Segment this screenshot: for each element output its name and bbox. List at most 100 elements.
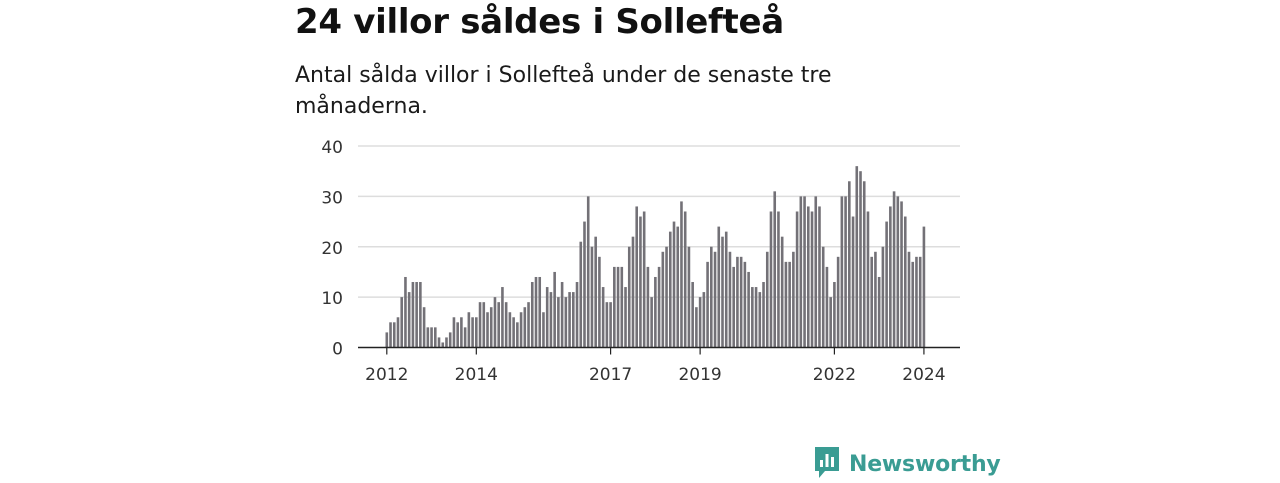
bar	[586, 196, 590, 348]
bar	[456, 322, 459, 348]
bar	[627, 246, 631, 348]
bar	[780, 236, 784, 348]
bar	[874, 251, 877, 348]
bar	[460, 317, 463, 348]
bar	[519, 312, 523, 348]
bar	[672, 221, 676, 348]
bar	[661, 251, 665, 348]
bar	[654, 276, 657, 348]
chart-title: 24 villor såldes i Sollefteå	[295, 2, 784, 42]
bar	[572, 292, 575, 348]
bar	[903, 216, 907, 348]
bar	[508, 312, 512, 348]
bar	[471, 317, 474, 348]
bar	[848, 181, 851, 348]
bar	[642, 211, 646, 348]
newsworthy-brand: Newsworthy	[813, 445, 1001, 483]
bar	[553, 271, 556, 348]
bar	[538, 276, 542, 348]
bar	[516, 322, 519, 348]
bar	[530, 282, 534, 348]
bar	[717, 226, 721, 348]
highlight-value-label: 24	[920, 0, 943, 5]
bar	[411, 282, 415, 348]
bar	[475, 317, 478, 348]
bar	[803, 196, 806, 348]
bar	[467, 312, 471, 348]
bar	[784, 261, 788, 348]
bar	[751, 287, 754, 348]
bar	[497, 302, 500, 348]
bar	[792, 251, 795, 348]
bar	[799, 196, 803, 348]
bars	[385, 166, 926, 348]
bar	[613, 266, 616, 348]
bar	[557, 297, 560, 348]
brand-name: Newsworthy	[849, 451, 1001, 477]
bar	[788, 261, 791, 348]
annotations: 24	[920, 0, 943, 5]
bar	[635, 206, 639, 348]
bar	[665, 246, 668, 348]
bar	[385, 332, 389, 348]
bar	[773, 191, 777, 348]
x-tick-label: 2024	[902, 365, 945, 385]
bar	[818, 206, 821, 348]
bar	[825, 266, 829, 348]
bar	[512, 317, 515, 348]
chart-subtitle: Antal sålda villor i Sollefteå under de …	[295, 63, 832, 119]
bar	[862, 181, 866, 348]
bar	[777, 211, 780, 348]
y-tick-label: 20	[321, 239, 343, 259]
bar	[728, 251, 732, 348]
bar	[836, 256, 840, 348]
bar	[407, 292, 411, 348]
bar	[590, 246, 594, 348]
bar	[478, 302, 482, 348]
bar	[765, 251, 769, 348]
y-tick-label: 40	[321, 138, 343, 158]
bar	[609, 302, 612, 348]
bar	[489, 307, 493, 348]
bar	[392, 322, 396, 348]
bar	[870, 256, 873, 348]
bar	[463, 327, 467, 348]
bar	[747, 271, 750, 348]
bar	[534, 276, 538, 348]
bar	[881, 246, 885, 348]
bar	[419, 282, 422, 348]
bar	[859, 171, 862, 348]
bar	[430, 327, 433, 348]
bar	[829, 297, 832, 348]
bar	[448, 332, 452, 348]
bar	[877, 276, 881, 348]
bar	[911, 261, 915, 348]
x-axis-ticks: 2012 2014 2017 2019 2022 2024	[365, 347, 946, 385]
bar	[844, 196, 847, 348]
bar	[527, 302, 530, 348]
bar	[918, 256, 922, 348]
bar	[698, 297, 702, 348]
bar	[560, 282, 564, 348]
x-tick-label: 2012	[365, 365, 408, 385]
bar	[545, 287, 549, 348]
x-tick-label: 2014	[455, 365, 498, 385]
bar	[739, 256, 743, 348]
bar	[896, 196, 900, 348]
bar	[680, 201, 683, 348]
bar	[795, 211, 799, 348]
bar	[687, 246, 691, 348]
bar	[598, 256, 601, 348]
bar	[736, 256, 739, 348]
bar	[695, 307, 698, 348]
bar	[639, 216, 642, 348]
x-tick-label: 2022	[813, 365, 856, 385]
bar	[486, 312, 489, 348]
bar	[851, 216, 855, 348]
bar	[422, 307, 426, 348]
bar	[616, 266, 620, 348]
y-tick-label: 30	[321, 188, 343, 208]
bar	[743, 261, 747, 348]
bar	[601, 287, 605, 348]
newsworthy-logo-icon	[813, 445, 841, 483]
